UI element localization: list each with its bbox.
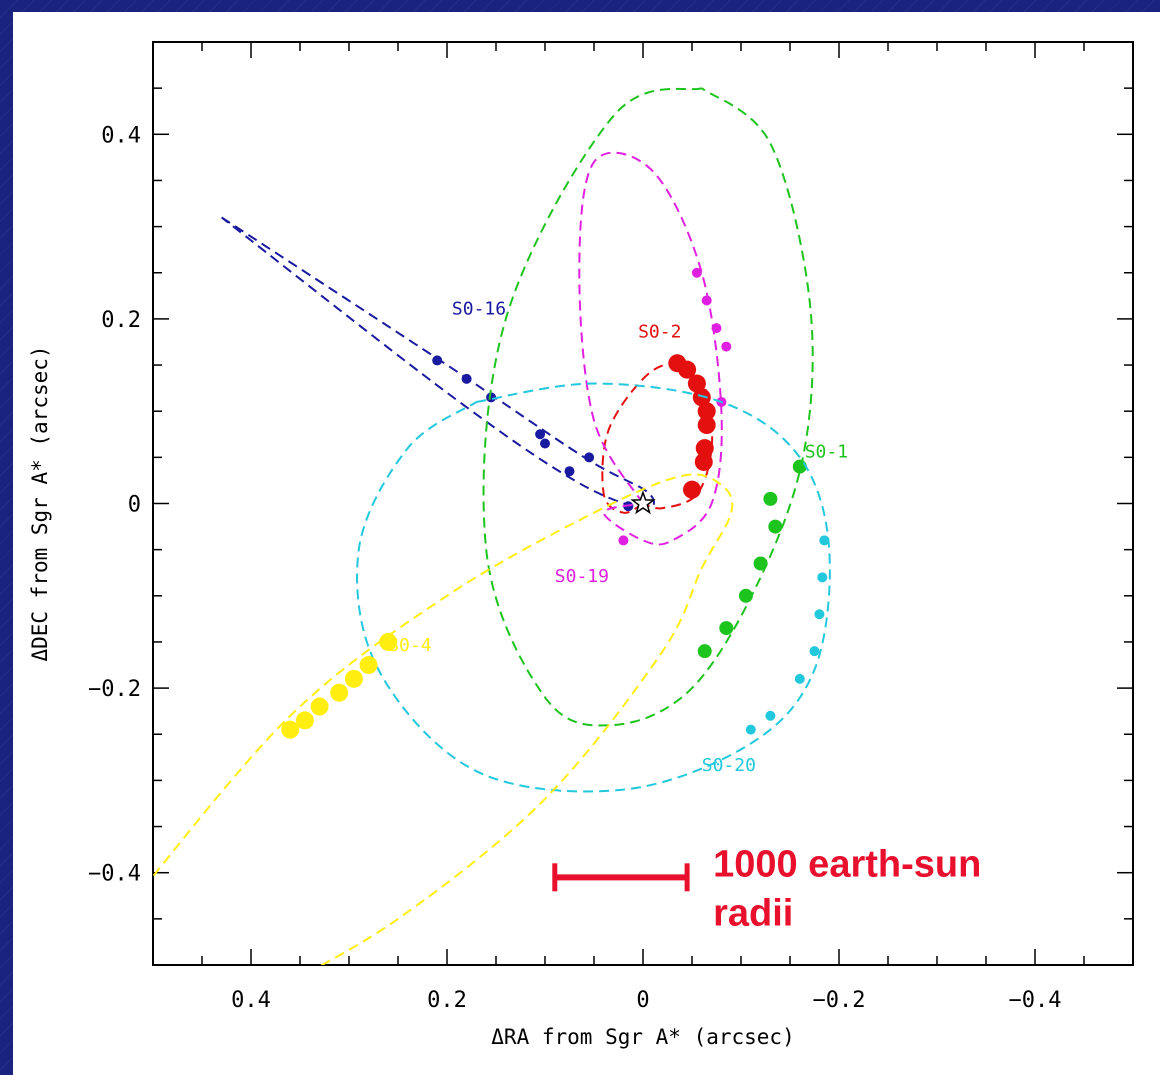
point-s0-1	[738, 588, 753, 603]
orbit-s0-1	[482, 87, 814, 727]
point-s0-20	[817, 572, 828, 583]
x-axis-title: ΔRA from Sgr A* (arcsec)	[491, 1025, 794, 1049]
point-s0-16	[535, 429, 546, 440]
chart-panel: 0.4 0.2 0 −0.2 −0.4 0.4 0.2 0 −0.2 −0.4 ΔRA from S…	[13, 12, 1160, 1075]
point-s0-1	[768, 519, 783, 534]
point-s0-20	[809, 646, 820, 657]
point-s0-20	[814, 609, 825, 620]
point-s0-20	[765, 710, 776, 721]
series-label-s0-1: S0-1	[805, 441, 848, 462]
point-s0-4	[281, 720, 300, 739]
x-tick-label: −0.4	[1009, 988, 1062, 1013]
point-s0-16	[432, 355, 443, 366]
point-s0-2	[678, 360, 697, 379]
y-tick-label: −0.4	[88, 862, 141, 887]
point-s0-1	[719, 621, 734, 636]
point-s0-16	[564, 466, 575, 477]
point-s0-2	[683, 480, 701, 499]
point-s0-19	[618, 535, 629, 546]
sgr-a-star-marker	[630, 490, 656, 515]
point-s0-4	[379, 632, 398, 651]
x-tick-label: −0.2	[813, 988, 866, 1013]
point-s0-19	[701, 295, 712, 306]
series-label-s0-4: S0-4	[388, 635, 431, 656]
point-s0-2	[697, 402, 716, 421]
point-s0-2	[695, 439, 714, 458]
point-s0-4	[330, 683, 349, 702]
point-s0-4	[310, 697, 329, 716]
orbit-s0-20	[356, 382, 831, 793]
point-s0-1	[763, 491, 778, 506]
series-label-s0-2: S0-2	[638, 321, 681, 342]
orbit-s0-2	[601, 362, 714, 514]
x-tick-label: 0.2	[427, 988, 467, 1013]
point-s0-19	[721, 341, 732, 352]
x-tick-label: 0.4	[231, 988, 271, 1013]
x-tick-label: 0	[636, 988, 649, 1013]
point-s0-4	[295, 711, 314, 730]
point-s0-4	[344, 669, 363, 688]
point-s0-2	[692, 388, 711, 407]
orbit-chart: 0.4 0.2 0 −0.2 −0.4 0.4 0.2 0 −0.2 −0.4 ΔRA from S…	[28, 41, 1134, 1049]
series-label-s0-19: S0-19	[555, 566, 609, 587]
y-tick-label: −0.2	[88, 677, 141, 702]
orbit-s0-4	[153, 473, 734, 965]
y-tick-label: 0	[128, 493, 141, 518]
scale-bar-label-line1: 1000 earth-sun	[713, 843, 981, 885]
point-s0-20	[745, 724, 756, 735]
point-s0-2	[697, 416, 716, 435]
series-label-s0-16: S0-16	[452, 298, 506, 319]
point-s0-19	[711, 323, 722, 334]
point-s0-19	[691, 267, 702, 278]
series-label-s0-20: S0-20	[702, 755, 756, 776]
point-s0-2	[694, 452, 713, 471]
y-tick-label: 0.4	[101, 123, 141, 148]
point-s0-4	[359, 656, 378, 675]
point-s0-16	[540, 438, 550, 449]
plot-area	[153, 87, 831, 965]
scale-bar-label-line2: radii	[713, 892, 793, 934]
y-tick-label: 0.2	[101, 308, 141, 333]
y-axis-title: ΔDEC from Sgr A* (arcsec)	[28, 345, 52, 661]
point-s0-16	[584, 452, 595, 463]
point-s0-1	[753, 556, 768, 571]
point-s0-2	[687, 374, 706, 393]
point-s0-20	[819, 535, 830, 546]
orbit-s0-19	[578, 151, 723, 546]
point-s0-16	[486, 392, 497, 403]
orbit-s0-16	[220, 216, 655, 510]
point-s0-1	[697, 644, 712, 659]
point-s0-16	[461, 373, 472, 384]
point-s0-20	[794, 673, 805, 684]
